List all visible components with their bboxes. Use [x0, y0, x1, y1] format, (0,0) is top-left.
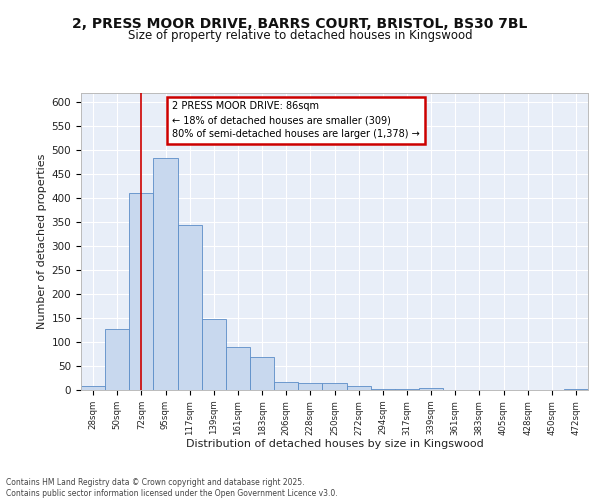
- Text: 2, PRESS MOOR DRIVE, BARRS COURT, BRISTOL, BS30 7BL: 2, PRESS MOOR DRIVE, BARRS COURT, BRISTO…: [73, 18, 527, 32]
- Bar: [154, 158, 178, 390]
- Y-axis label: Number of detached properties: Number of detached properties: [37, 154, 47, 329]
- Bar: [274, 382, 298, 390]
- Bar: [298, 384, 322, 390]
- Bar: [129, 194, 154, 390]
- Bar: [395, 389, 419, 390]
- Bar: [419, 388, 443, 390]
- Bar: [105, 328, 129, 390]
- Bar: [226, 347, 250, 390]
- X-axis label: Distribution of detached houses by size in Kingswood: Distribution of detached houses by size …: [185, 439, 484, 449]
- Text: Contains HM Land Registry data © Crown copyright and database right 2025.
Contai: Contains HM Land Registry data © Crown c…: [6, 478, 338, 498]
- Text: Size of property relative to detached houses in Kingswood: Size of property relative to detached ho…: [128, 29, 472, 42]
- Bar: [564, 388, 588, 390]
- Bar: [250, 358, 274, 390]
- Bar: [81, 386, 105, 390]
- Bar: [371, 388, 395, 390]
- Text: 2 PRESS MOOR DRIVE: 86sqm
← 18% of detached houses are smaller (309)
80% of semi: 2 PRESS MOOR DRIVE: 86sqm ← 18% of detac…: [172, 102, 420, 140]
- Bar: [347, 386, 371, 390]
- Bar: [202, 319, 226, 390]
- Bar: [178, 226, 202, 390]
- Bar: [322, 383, 347, 390]
